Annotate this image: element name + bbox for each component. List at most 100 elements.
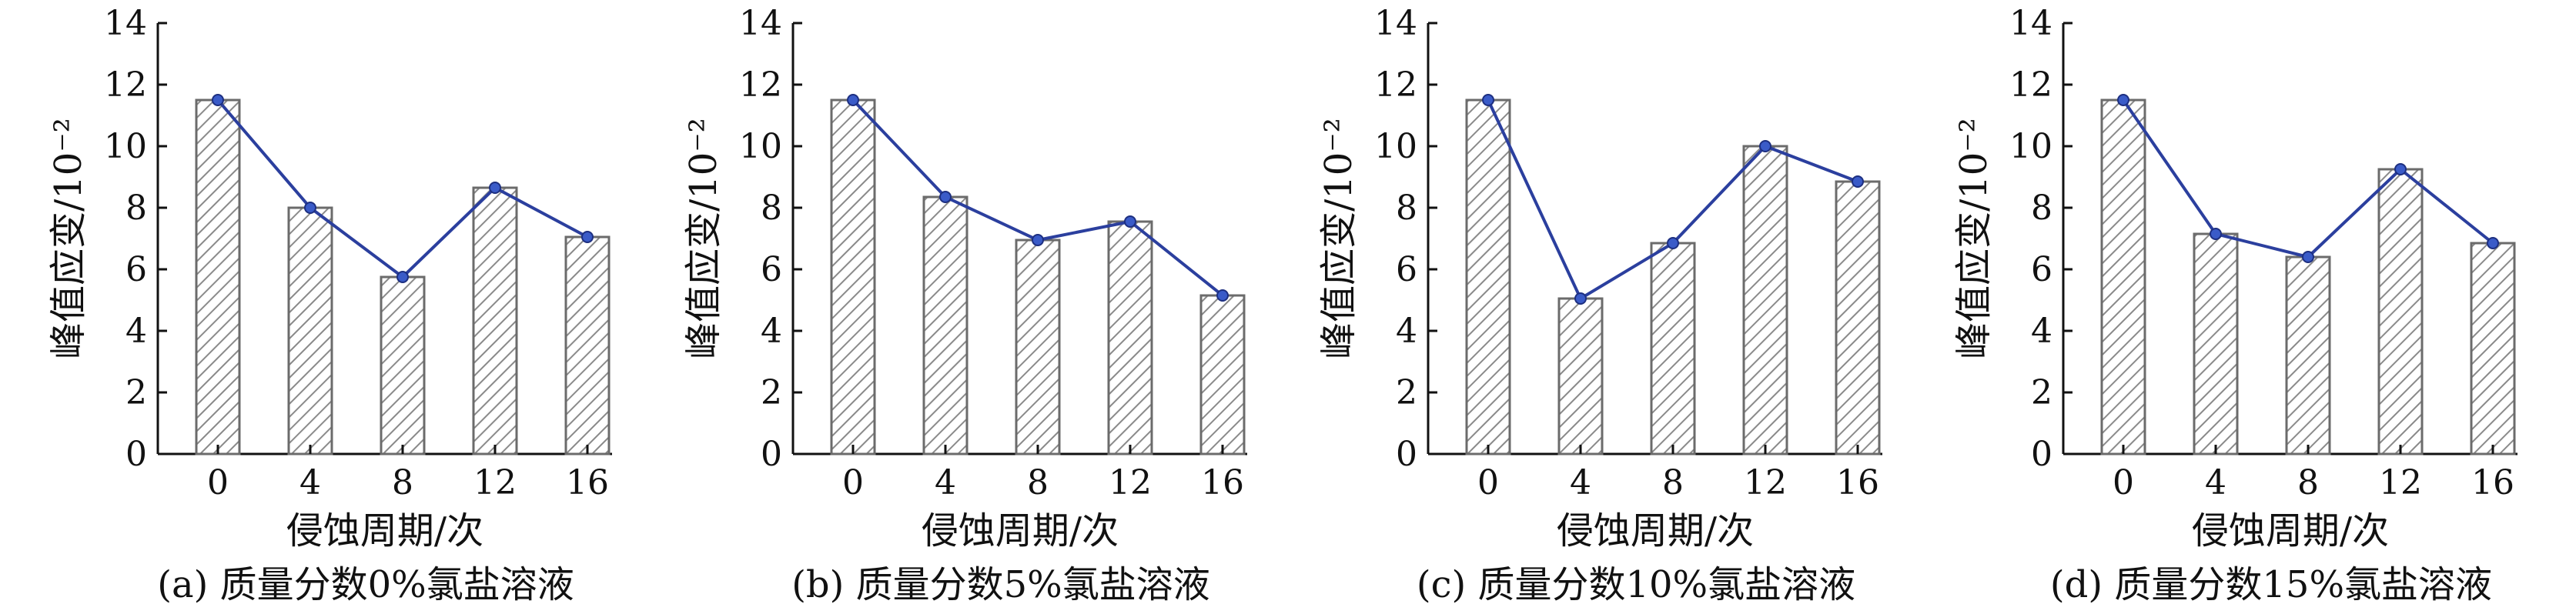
x-tick-label: 4 [299,463,321,502]
x-tick-label: 8 [1027,463,1049,502]
bar-12 [1742,145,1788,455]
chart-panel-1: 0 2 4 6 8 10 12 14 0 4 8 12 16 峰值应变/10⁻² 侵蚀周期/次 (b) 质量分… [682,4,1247,606]
x-tick-label: 0 [1477,463,1499,502]
point-4 [304,202,316,214]
y-tick-label: 6 [1396,250,1417,289]
y-tick-label: 0 [761,435,782,474]
y-tick-label: 14 [739,4,782,43]
point-16 [581,231,594,243]
x-tick-label: 0 [2113,463,2134,502]
bar-0 [1465,98,1511,455]
y-tick-label: 12 [104,65,147,105]
x-tick-label: 16 [1836,463,1879,502]
point-8 [1032,234,1044,246]
y-tick-label: 12 [2009,65,2052,105]
y-tick-label: 0 [125,435,147,474]
bar-8 [2285,255,2331,455]
bar-8 [1650,242,1696,455]
x-tick-label: 12 [1109,463,1152,502]
y-axis-title: 峰值应变/10⁻² [1952,118,1996,359]
point-4 [939,191,952,203]
y-tick-label: 12 [739,65,782,105]
x-tick-label: 12 [1744,463,1787,502]
x-axis-title: 侵蚀周期/次 [2192,509,2389,552]
x-tick-label: 16 [566,463,609,502]
bar-16 [564,235,611,455]
bar-4 [287,206,333,455]
chart-panel-0: 0 2 4 6 8 10 12 14 0 4 8 12 16 峰值应变/10⁻² 侵蚀周期/次 (a) 质量分… [47,4,612,606]
y-tick-label: 2 [1396,373,1417,412]
x-tick-label: 8 [392,463,413,502]
y-tick-label: 12 [1374,65,1417,105]
bar-12 [1107,220,1153,455]
y-tick-label: 2 [125,373,147,412]
y-tick-label: 10 [739,127,782,166]
bar-4 [922,195,969,455]
y-tick-label: 4 [1396,312,1417,351]
bar-4 [1557,297,1604,455]
point-4 [1574,292,1587,305]
y-tick-label: 10 [104,127,147,166]
x-tick-label: 0 [207,463,229,502]
y-tick-label: 4 [125,312,147,351]
x-tick-label: 8 [1662,463,1684,502]
y-tick-label: 0 [2031,435,2052,474]
x-tick-label: 16 [1201,463,1244,502]
bar-0 [195,98,241,455]
x-tick-label: 4 [935,463,956,502]
bar-0 [2100,98,2146,455]
y-tick-label: 6 [2031,250,2052,289]
y-tick-label: 4 [2031,312,2052,351]
point-8 [1667,237,1679,249]
panel-caption: (d) 质量分数15%氯盐溶液 [2050,563,2492,606]
y-tick-label: 8 [125,189,147,228]
y-tick-label: 8 [1396,189,1417,228]
point-12 [2394,163,2407,175]
y-tick-label: 0 [1396,435,1417,474]
y-tick-label: 8 [2031,189,2052,228]
y-tick-label: 14 [1374,4,1417,43]
x-axis-title: 侵蚀周期/次 [922,509,1119,552]
bar-8 [380,275,426,455]
y-tick-label: 14 [104,4,147,43]
y-axis-title: 峰值应变/10⁻² [682,118,725,359]
bar-8 [1015,239,1061,455]
x-tick-label: 16 [2471,463,2514,502]
x-tick-label: 12 [473,463,517,502]
point-16 [2487,237,2499,249]
x-tick-label: 8 [2297,463,2319,502]
bar-16 [2470,242,2516,455]
x-tick-label: 12 [2379,463,2422,502]
x-axis-title: 侵蚀周期/次 [286,509,483,552]
chart-panel-3: 0 2 4 6 8 10 12 14 0 4 8 12 16 峰值应变/10⁻² 侵蚀周期/次 (d) 质量分… [1952,4,2517,606]
point-0 [2117,94,2129,106]
chart-panel-2: 0 2 4 6 8 10 12 14 0 4 8 12 16 峰值应变/10⁻² 侵蚀周期/次 (c) 质量分… [1317,4,1882,606]
y-tick-label: 10 [1374,127,1417,166]
panel-caption: (c) 质量分数10%氯盐溶液 [1417,563,1855,606]
point-0 [212,94,224,106]
x-tick-label: 0 [842,463,864,502]
panel-caption: (b) 质量分数5%氯盐溶液 [791,563,1210,606]
x-tick-label: 4 [2205,463,2226,502]
y-tick-label: 6 [761,250,782,289]
bar-4 [2193,232,2239,455]
point-12 [1759,140,1771,152]
y-tick-label: 2 [2031,373,2052,412]
point-4 [2210,228,2222,240]
point-8 [396,271,409,283]
bar-0 [830,98,876,455]
series-line [2122,98,2494,259]
y-axis-title: 峰值应变/10⁻² [47,118,90,359]
y-tick-label: 2 [761,373,782,412]
y-tick-label: 4 [761,312,782,351]
point-0 [847,94,859,106]
series-line [216,98,588,279]
panel-caption: (a) 质量分数0%氯盐溶液 [157,563,574,606]
x-tick-label: 4 [1570,463,1591,502]
x-axis-title: 侵蚀周期/次 [1557,509,1754,552]
bar-16 [1835,180,1881,455]
bar-12 [472,186,518,455]
point-8 [2302,251,2314,263]
point-0 [1482,94,1494,106]
